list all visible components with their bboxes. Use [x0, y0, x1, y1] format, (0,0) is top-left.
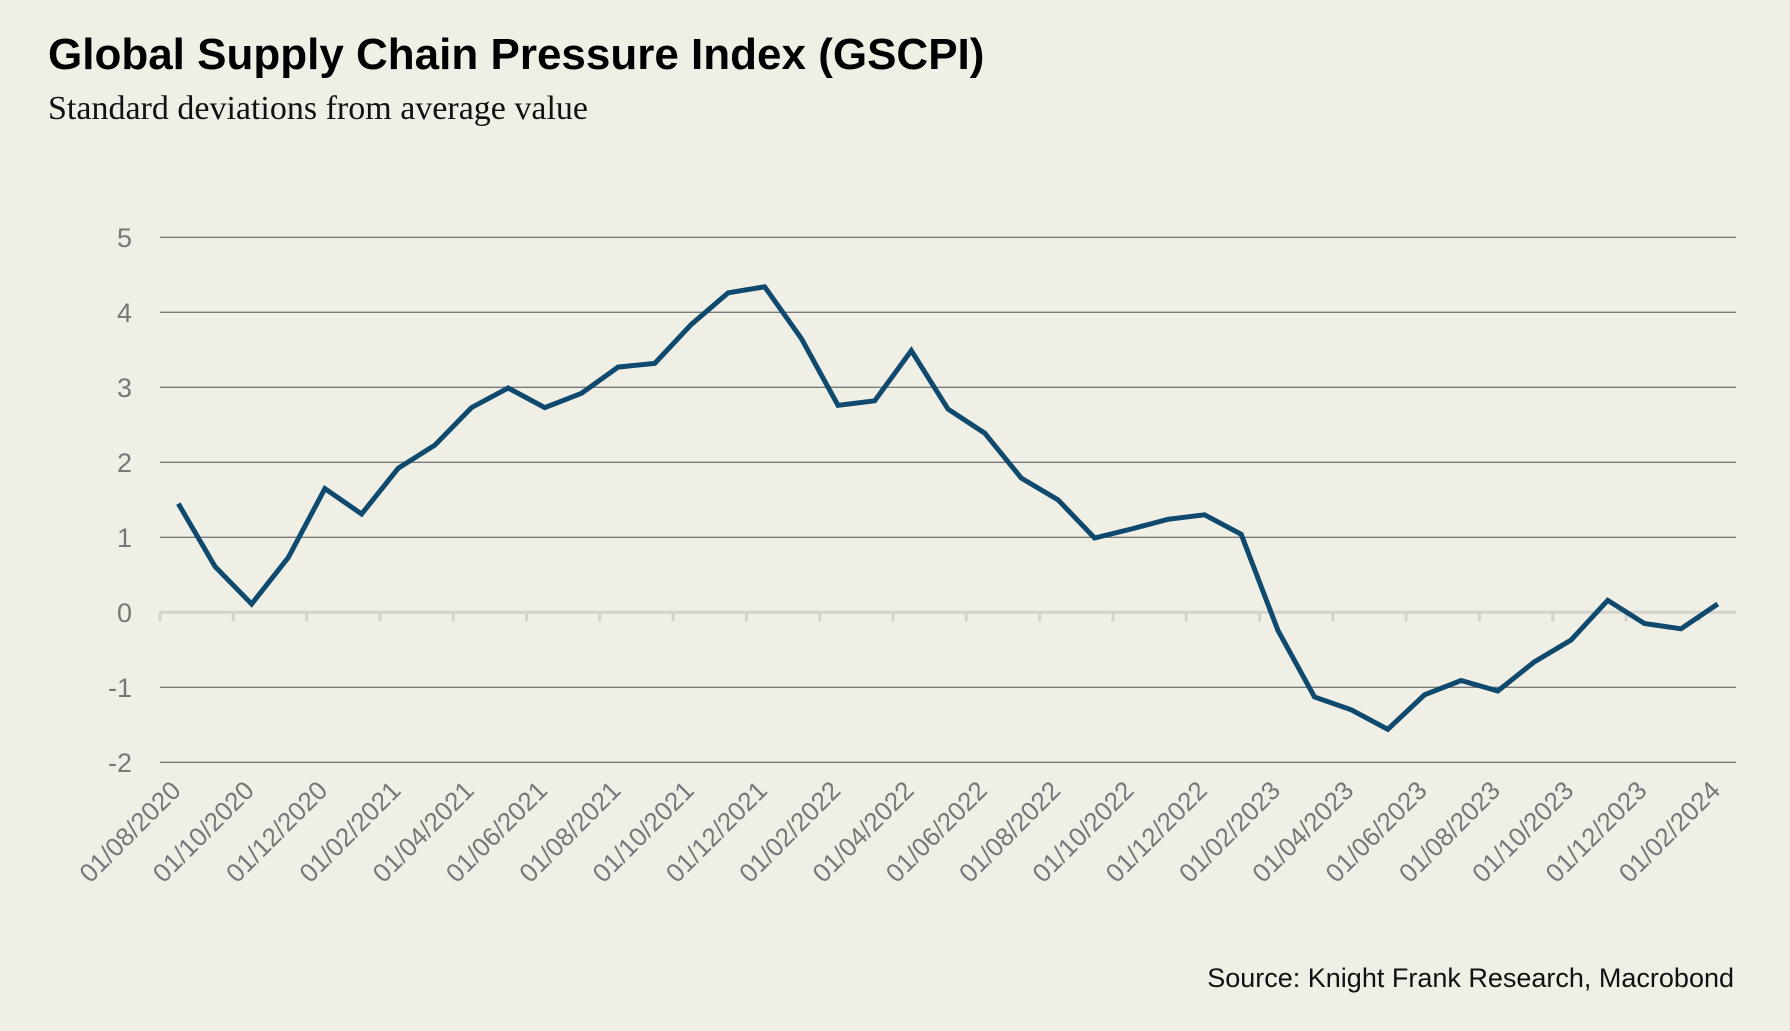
- data-point: [616, 365, 621, 370]
- data-point: [1202, 512, 1207, 517]
- data-point: [1092, 536, 1097, 541]
- data-point: [872, 398, 877, 403]
- data-point: [1459, 678, 1464, 683]
- data-point: [396, 466, 401, 471]
- data-point: [1532, 659, 1537, 664]
- data-point: [322, 486, 327, 491]
- data-point: [469, 405, 474, 410]
- data-point: [176, 501, 181, 506]
- data-point: [689, 322, 694, 327]
- y-axis: 5 4 3 2 1 0 -1 -2: [108, 223, 132, 778]
- y-tick-label: 2: [117, 448, 132, 478]
- series-layer: [176, 284, 1720, 733]
- data-point: [212, 564, 217, 569]
- data-point: [652, 361, 657, 366]
- y-tick-label: 5: [117, 223, 132, 253]
- data-point: [1349, 707, 1354, 712]
- data-point: [1019, 476, 1024, 481]
- data-point: [1055, 497, 1060, 502]
- y-tick-label: 0: [117, 598, 132, 628]
- data-point: [1165, 517, 1170, 522]
- y-tick-label: 4: [117, 298, 132, 328]
- y-tick-label: 3: [117, 373, 132, 403]
- source-note: Source: Knight Frank Research, Macrobond: [1207, 963, 1734, 993]
- data-point: [286, 555, 291, 560]
- data-point: [1679, 626, 1684, 631]
- data-point: [762, 284, 767, 289]
- x-axis: 01/08/202001/10/202001/12/202001/02/2021…: [73, 610, 1736, 888]
- gridlines: [160, 236, 1736, 763]
- data-point: [432, 443, 437, 448]
- data-point: [1715, 602, 1720, 607]
- data-point: [1312, 695, 1317, 700]
- data-point: [909, 348, 914, 353]
- data-point: [1642, 621, 1647, 626]
- data-point: [1495, 689, 1500, 694]
- data-point: [542, 405, 547, 410]
- data-point: [836, 403, 841, 408]
- data-point: [579, 391, 584, 396]
- data-point: [946, 407, 951, 412]
- chart-subtitle: Standard deviations from average value: [48, 90, 589, 127]
- series-line-gscpi: [176, 284, 1720, 733]
- y-tick-label: -2: [108, 748, 132, 778]
- data-point: [1385, 727, 1390, 732]
- data-point: [359, 512, 364, 517]
- chart-title: Global Supply Chain Pressure Index (GSCP…: [48, 30, 985, 79]
- y-tick-label: -1: [108, 673, 132, 703]
- data-point: [726, 290, 731, 295]
- data-point: [1239, 532, 1244, 537]
- data-point: [1129, 527, 1134, 532]
- data-point: [506, 386, 511, 391]
- data-point: [799, 336, 804, 341]
- data-point: [1275, 628, 1280, 633]
- data-point: [1605, 598, 1610, 603]
- y-tick-label: 1: [117, 523, 132, 553]
- data-point: [1569, 638, 1574, 643]
- data-point: [982, 431, 987, 436]
- data-point: [249, 602, 254, 607]
- data-point: [1422, 692, 1427, 697]
